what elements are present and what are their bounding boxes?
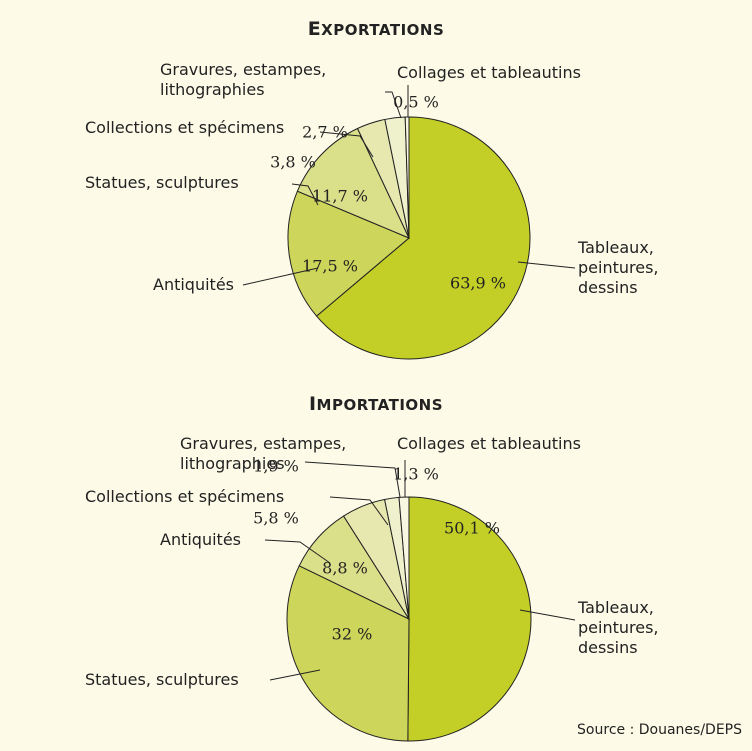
category-label: Antiquités: [153, 275, 234, 294]
category-label: Collages et tableautins: [397, 63, 581, 82]
category-label: Collections et spécimens: [85, 487, 285, 506]
pie-slice: [296, 127, 411, 239]
value-label: 50,1 %: [444, 518, 500, 538]
leader-line: [519, 609, 576, 621]
value-label: 1,9 %: [253, 456, 299, 476]
value-label: 5,8 %: [253, 508, 299, 528]
pie-slice: [407, 496, 532, 742]
source: Source : Douanes/DEPS: [577, 722, 742, 738]
category-label: Collages et tableautins: [397, 434, 581, 453]
pie-slice: [286, 565, 410, 742]
value-label: 63,9 %: [450, 273, 506, 293]
category-label: Collections et spécimens: [85, 118, 285, 137]
leader-line: [291, 183, 319, 206]
chart-title: IMPORTATIONS: [308, 393, 444, 415]
value-label: 32 %: [331, 624, 373, 644]
pie-slice: [315, 116, 531, 360]
category-label: Tableaux, peintures, dessins: [578, 238, 659, 297]
leader-line: [264, 539, 331, 564]
leader-line: [385, 91, 402, 119]
leader-line: [269, 669, 321, 681]
value-label: 1,3 %: [393, 464, 439, 484]
leader-line: [517, 261, 576, 269]
leader-line: [242, 267, 319, 286]
leader-line: [304, 461, 401, 498]
category-label: Tableaux, peintures, dessins: [578, 598, 659, 657]
category-label: Gravures, estampes, lithographies: [160, 60, 327, 99]
category-label: Statues, sculptures: [85, 173, 239, 192]
value-label: 8,8 %: [322, 558, 368, 578]
category-label: Statues, sculptures: [85, 670, 239, 689]
pie-slice: [287, 190, 410, 317]
category-label: Antiquités: [160, 530, 241, 549]
value-label: 17,5 %: [302, 256, 358, 276]
pie-slice: [404, 116, 410, 239]
pie-slice: [398, 496, 410, 620]
value-label: 11,7 %: [312, 186, 368, 206]
category-label: Gravures, estampes, lithographies: [180, 434, 347, 473]
leader-line: [319, 131, 374, 158]
chart-title: EXPORTATIONS: [307, 18, 445, 40]
value-label: 2,7 %: [302, 122, 348, 142]
value-label: 3,8 %: [270, 152, 316, 172]
value-label: 0,5 %: [393, 92, 439, 112]
leader-line: [329, 496, 389, 526]
